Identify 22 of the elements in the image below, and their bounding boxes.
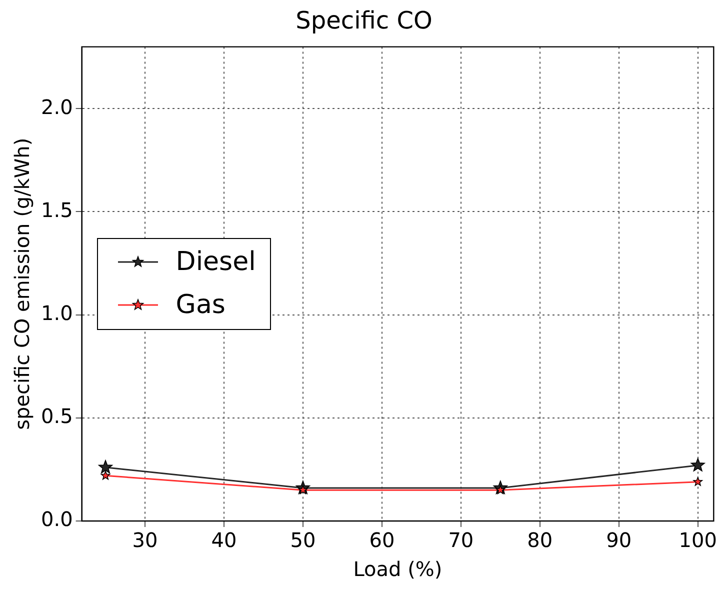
x-axis-title: Load (%): [353, 557, 442, 582]
x-tick-label: 40: [211, 528, 237, 552]
y-tick-label: 0.5: [40, 404, 73, 428]
legend-label: Gas: [176, 290, 226, 320]
y-axis-title: specific CO emission (g/kWh): [10, 138, 34, 430]
x-tick-label: 80: [527, 528, 553, 552]
y-tick-label: 0.0: [40, 507, 73, 532]
x-tick-label: 100: [678, 528, 717, 552]
chart-title: Specific CO: [296, 6, 432, 35]
point: [98, 460, 113, 474]
y-tick-label: 2.0: [40, 94, 73, 119]
point: [100, 470, 110, 480]
y-tick-label: 1.0: [40, 301, 73, 326]
x-tick-label: 70: [448, 528, 474, 552]
point: [690, 458, 705, 472]
y-tick-label: 1.5: [40, 198, 73, 222]
legend-label: Diesel: [176, 247, 256, 278]
x-tick-label: 90: [606, 528, 632, 552]
point: [693, 476, 703, 486]
x-tick-label: 30: [132, 528, 158, 552]
x-tick-label: 60: [369, 528, 395, 552]
x-tick-label: 50: [290, 528, 316, 552]
